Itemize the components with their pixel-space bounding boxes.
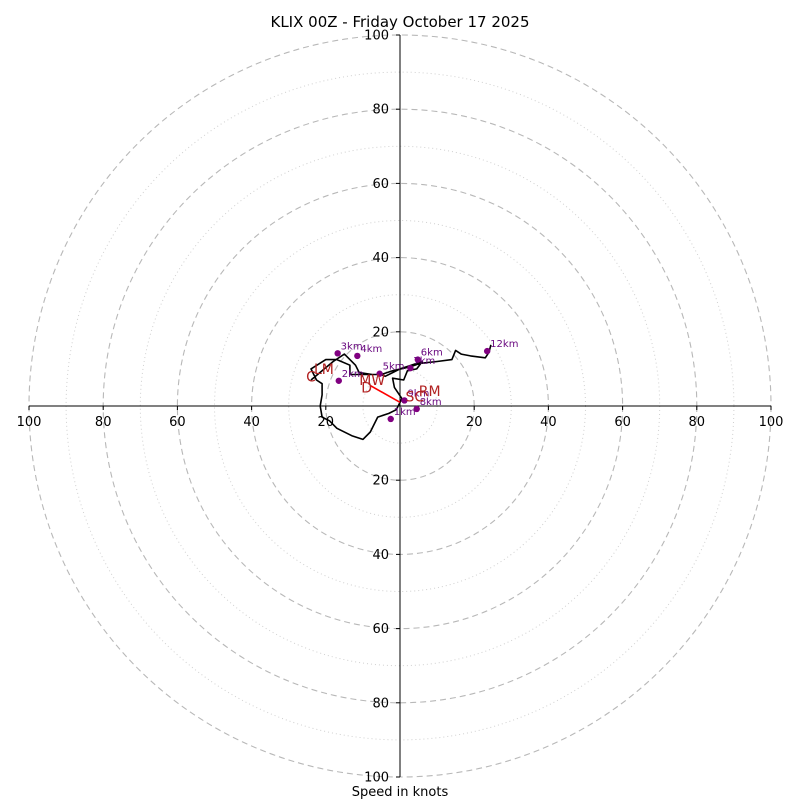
height-label-3km: 3km xyxy=(341,341,363,352)
axes xyxy=(29,35,771,777)
shear-vector xyxy=(369,384,401,403)
height-label-9km: 9km xyxy=(407,388,429,399)
height-label-1km: 1km xyxy=(394,407,416,418)
chart-title: KLIX 00Z - Friday October 17 2025 xyxy=(270,13,529,31)
tick-label-north: 80 xyxy=(372,103,389,118)
tick-label-west: 100 xyxy=(17,415,42,430)
tick-label-west: 20 xyxy=(318,415,335,430)
height-point-4km xyxy=(354,352,361,360)
height-point-1km xyxy=(387,415,394,423)
tick-label-east: 100 xyxy=(759,415,784,430)
height-label-12km: 12km xyxy=(490,339,518,350)
tick-label-north: 40 xyxy=(372,251,389,266)
height-point-2km xyxy=(335,377,342,384)
x-axis-label: Speed in knots xyxy=(352,785,449,800)
motion-marker-C: C xyxy=(306,369,316,385)
height-label-8km: 8km xyxy=(420,397,442,408)
tick-label-east: 20 xyxy=(466,415,483,430)
height-point-6km xyxy=(414,356,422,363)
motion-marker-LM: LM xyxy=(314,362,334,378)
tick-label-east: 60 xyxy=(614,415,631,430)
tick-label-east: 40 xyxy=(540,415,557,430)
tick-label-south: 60 xyxy=(372,622,389,637)
hodograph-trace xyxy=(310,344,492,441)
motion-marker-MW: MW xyxy=(359,373,385,389)
shear-vector-line xyxy=(369,384,401,403)
height-label-7km: 7km xyxy=(413,356,435,367)
tick-label-north: 20 xyxy=(372,325,389,340)
tick-label-south: 40 xyxy=(372,548,389,563)
motion-marker-D: D xyxy=(361,380,372,396)
tick-label-west: 40 xyxy=(243,415,260,430)
tick-label-east: 80 xyxy=(689,415,706,430)
height-point-3km xyxy=(334,350,341,357)
height-point-7km xyxy=(407,364,414,372)
height-point-9km xyxy=(401,397,408,404)
tick-label-north: 100 xyxy=(364,29,389,44)
motion-marker-RM: RM xyxy=(419,384,441,400)
height-point-12km xyxy=(483,347,491,355)
tick-label-north: 60 xyxy=(372,177,389,192)
height-label-4km: 4km xyxy=(360,344,382,355)
motion-marker-SC: SC xyxy=(406,390,425,406)
tick-label-south: 20 xyxy=(372,474,389,489)
height-label-5km: 5km xyxy=(383,362,405,373)
tick-label-south: 80 xyxy=(372,696,389,711)
height-point-5km xyxy=(376,370,383,377)
tick-label-west: 80 xyxy=(95,415,112,430)
hodograph-line xyxy=(310,344,492,441)
height-label-6km: 6km xyxy=(421,348,443,359)
height-point-8km xyxy=(413,405,420,413)
tick-label-south: 100 xyxy=(364,771,389,786)
tick-label-west: 60 xyxy=(169,415,186,430)
tick-labels: 20 20 20 20 40 40 40 40 60 60 60 60 80 80 80 80 100 100 10… xyxy=(17,29,784,786)
height-label-2km: 2km xyxy=(342,369,364,380)
